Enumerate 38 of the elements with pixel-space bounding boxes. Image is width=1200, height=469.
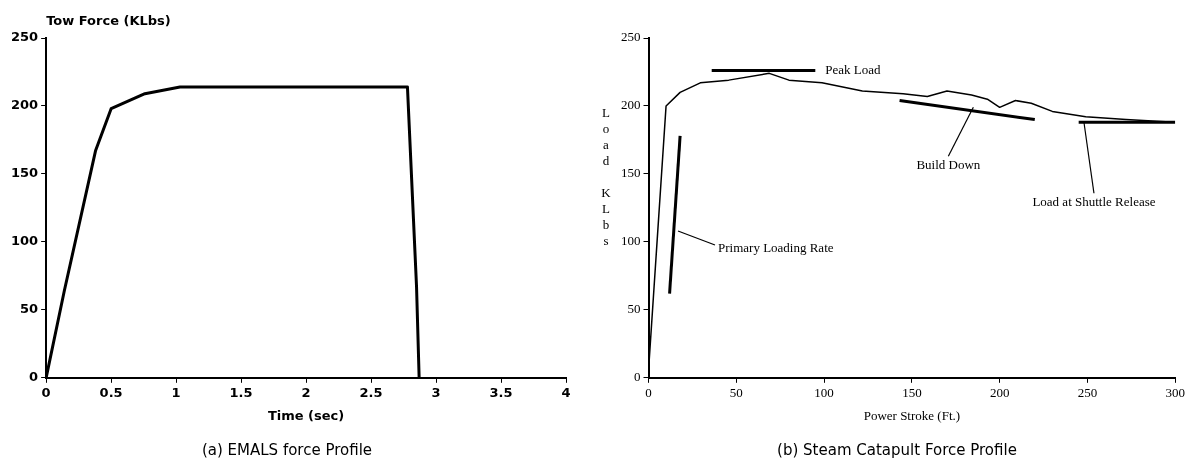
- text: Load KLbs: [601, 105, 611, 249]
- x-tick-label: 3: [431, 384, 441, 400]
- x-tick-label: 1: [171, 384, 181, 400]
- x-tick-label: 4: [561, 384, 571, 400]
- y-tick-label: 50: [627, 301, 641, 317]
- y-tick-label: 100: [621, 233, 641, 249]
- y-tick-label: 0: [634, 369, 641, 385]
- x-tick-label: 50: [729, 385, 743, 401]
- x-tick-label: 0: [41, 384, 51, 400]
- annotation: Load at Shuttle Release: [1032, 193, 1156, 209]
- x-tick-label: 100: [814, 385, 834, 401]
- x-tick-label: 250: [1077, 385, 1098, 401]
- y-tick-label: 50: [20, 301, 39, 317]
- y-tick-label: 200: [621, 97, 641, 113]
- x-tick-label: 3.5: [489, 384, 513, 400]
- annotation: Peak Load: [825, 62, 882, 78]
- annotation: Build Down: [916, 156, 981, 172]
- x-tick-label: 0.5: [99, 384, 123, 400]
- x-tick-label: 200: [989, 385, 1010, 401]
- y-tick-label: 250: [11, 29, 39, 45]
- text: (a) EMALS force Profile: [201, 440, 373, 459]
- y-tick-label: 150: [621, 165, 641, 181]
- x-tick-label: 1.5: [229, 384, 253, 400]
- y-tick-label: 100: [11, 233, 39, 249]
- x-tick-label: 0: [645, 385, 652, 401]
- x-tick-label: 2.5: [359, 384, 383, 400]
- x-axis-title: Time (sec): [267, 407, 345, 423]
- y-tick-label: 0: [29, 369, 39, 385]
- annotation: Primary Loading Rate: [718, 240, 834, 256]
- y-tick-label: 150: [11, 165, 39, 181]
- y-tick-label: 250: [621, 29, 641, 45]
- x-tick-label: 2: [301, 384, 311, 400]
- text: (b) Steam Catapult Force Profile: [777, 440, 1017, 459]
- y-axis-title: Tow Force (KLbs): [46, 12, 171, 28]
- x-axis-title: Power Stroke (Ft.): [863, 407, 961, 423]
- x-tick-label: 300: [1165, 385, 1185, 401]
- y-tick-label: 200: [11, 97, 39, 113]
- x-tick-label: 150: [902, 385, 922, 401]
